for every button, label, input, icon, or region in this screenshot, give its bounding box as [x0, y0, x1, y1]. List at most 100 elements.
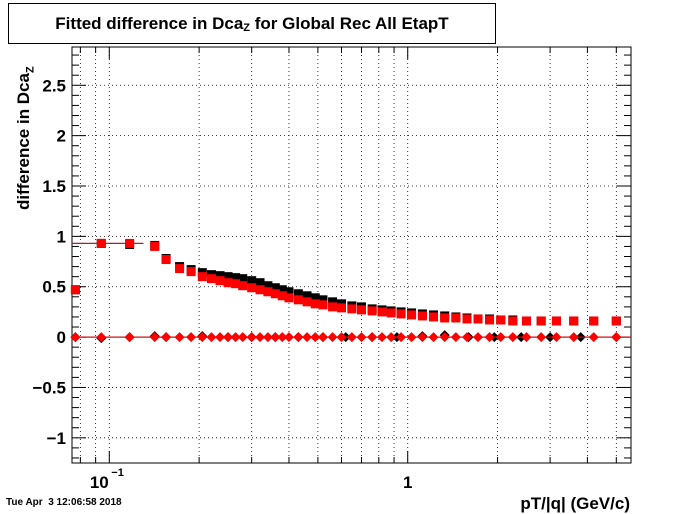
data-point-diamond — [293, 332, 304, 343]
y-tick-label: 0 — [57, 328, 66, 347]
data-point-diamond — [246, 332, 257, 343]
data-point-square — [310, 299, 320, 309]
y-tick-label: −1 — [47, 429, 66, 448]
x-tick-label-exponent: −1 — [111, 467, 124, 479]
data-point-square — [508, 316, 518, 326]
data-point-square — [318, 295, 328, 305]
data-point-diamond — [507, 332, 518, 343]
chart-title: Fitted difference in Dca Z for Global Rec… — [8, 3, 496, 44]
data-point-square — [186, 267, 196, 277]
data-point-diamond — [450, 332, 461, 343]
data-point-diamond — [439, 332, 450, 343]
data-point-diamond — [428, 332, 439, 343]
data-point-diamond — [161, 332, 172, 343]
data-point-diamond — [302, 332, 313, 343]
y-axis-label-main: difference in Dca — [14, 73, 33, 210]
data-point-square — [536, 316, 546, 326]
data-point-square — [521, 316, 531, 326]
data-point-square — [263, 281, 273, 291]
y-tick-label: 0.5 — [42, 278, 66, 297]
title-rest: for Global Rec All EtapT — [250, 13, 449, 33]
data-point-diamond — [255, 332, 266, 343]
data-point-square — [611, 316, 621, 326]
data-point-diamond — [484, 332, 495, 343]
data-point-diamond — [386, 332, 397, 343]
data-point-square — [496, 315, 506, 325]
data-point-square — [238, 274, 248, 284]
data-point-square — [428, 312, 438, 322]
data-point-square — [247, 283, 257, 293]
y-tick-label: 1.5 — [42, 177, 66, 196]
y-tick-label: −0.5 — [32, 378, 66, 397]
data-point-square — [284, 287, 294, 297]
data-point-square — [263, 287, 273, 297]
data-point-diamond — [356, 332, 367, 343]
y-axis-label: difference in DcaZ — [14, 66, 36, 210]
data-point-square — [485, 315, 495, 325]
data-point-square — [377, 307, 387, 317]
data-point-square — [270, 283, 280, 293]
data-point-square — [223, 272, 233, 282]
data-point-square — [328, 302, 338, 312]
data-point-square — [70, 285, 80, 295]
data-point-diamond — [124, 332, 135, 343]
data-point-square — [440, 313, 450, 323]
data-point-square — [175, 264, 185, 274]
data-point-diamond — [223, 332, 234, 343]
data-point-square — [589, 316, 599, 326]
data-point-square — [347, 304, 357, 314]
x-tick-label: 10 — [90, 473, 109, 492]
data-point-diamond — [536, 332, 547, 343]
data-point-square — [318, 300, 328, 310]
timestamp: Tue Apr 3 12:06:58 2018 — [6, 497, 122, 508]
y-tick-label: 2 — [57, 127, 66, 146]
data-point-diamond — [521, 332, 532, 343]
data-point-diamond — [215, 332, 226, 343]
data-point-square — [215, 276, 225, 286]
data-point-diamond — [283, 332, 294, 343]
data-point-square — [125, 238, 135, 248]
data-point-square — [206, 274, 216, 284]
data-point-square — [238, 281, 248, 291]
data-point-diamond — [237, 332, 248, 343]
data-point-square — [255, 278, 265, 288]
data-point-square — [302, 291, 312, 301]
data-point-square — [293, 295, 303, 305]
y-axis-label-sub: Z — [24, 66, 37, 73]
data-point-diamond — [270, 332, 281, 343]
data-point-square — [396, 309, 406, 319]
data-point-square — [277, 291, 287, 301]
data-point-square — [223, 278, 233, 288]
data-point-diamond — [317, 332, 328, 343]
data-point-diamond — [346, 332, 357, 343]
data-point-square — [197, 272, 207, 282]
data-point-square — [462, 314, 472, 324]
data-point-diamond — [174, 332, 185, 343]
data-point-diamond — [473, 332, 484, 343]
data-point-square — [569, 316, 579, 326]
data-point-diamond — [206, 332, 217, 343]
data-point-square — [551, 316, 561, 326]
data-point-square — [215, 271, 225, 281]
data-point-square — [277, 285, 287, 295]
data-point-diamond — [186, 332, 197, 343]
data-point-square — [386, 308, 396, 318]
data-point-diamond — [495, 332, 506, 343]
data-point-square — [284, 293, 294, 303]
y-tick-label: 1 — [57, 227, 66, 246]
data-point-square — [247, 276, 257, 286]
data-point-square — [407, 310, 417, 320]
data-point-diamond — [96, 332, 107, 343]
data-point-diamond — [376, 332, 387, 343]
data-point-diamond — [551, 332, 562, 343]
data-point-square — [367, 306, 377, 316]
data-point-diamond — [336, 332, 347, 343]
data-point-diamond — [149, 332, 160, 343]
data-point-diamond — [396, 332, 407, 343]
data-point-square — [231, 279, 241, 289]
x-axis-label: pT/|q| (GeV/c) — [520, 494, 630, 513]
data-point-diamond — [568, 332, 579, 343]
data-point-diamond — [230, 332, 241, 343]
data-point-square — [161, 255, 171, 265]
